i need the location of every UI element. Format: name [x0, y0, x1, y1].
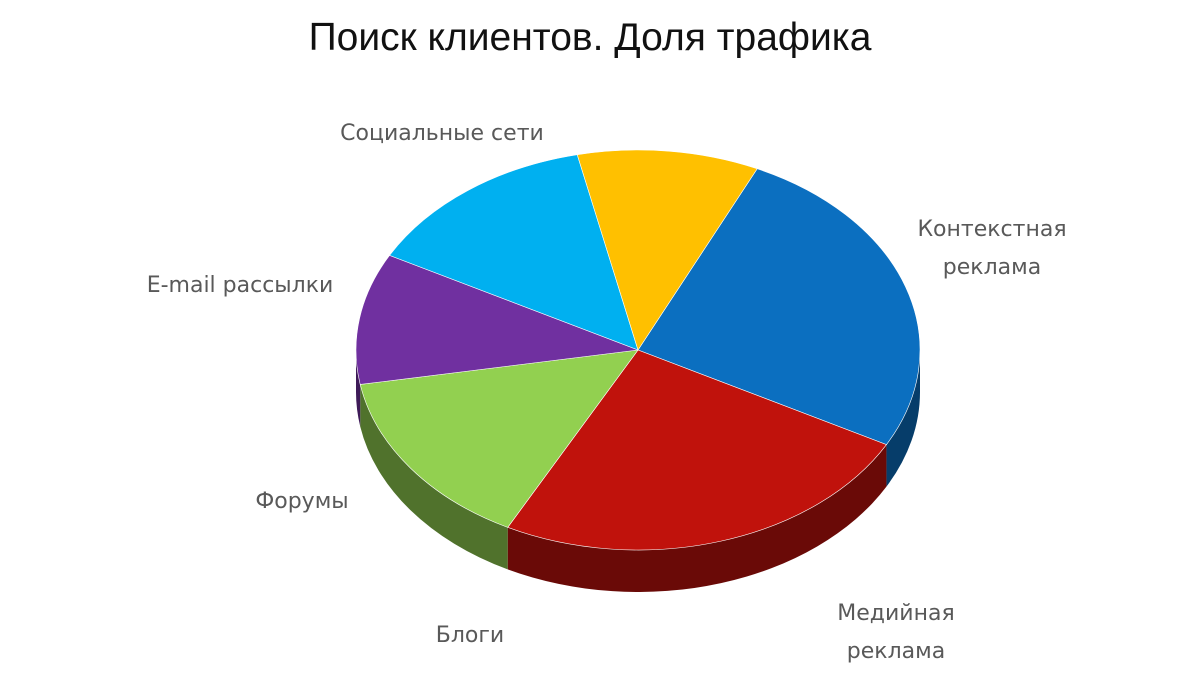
chart-title: Поиск клиентов. Доля трафика	[308, 16, 872, 59]
slice-label: Блоги	[436, 623, 504, 648]
slice-label: Медийная реклама	[837, 601, 954, 664]
pie-labels-layer: Контекстная реклама Медийная реклама Блоги Фо…	[147, 121, 1067, 664]
pie-slice	[359, 349, 639, 528]
pie-slices-layer	[355, 149, 921, 551]
pie-slice	[355, 255, 639, 385]
slice-label: Контекстная реклама	[917, 217, 1066, 280]
pie-slice-side	[507, 444, 887, 593]
slice-label: Форумы	[255, 489, 348, 514]
pie-slice-side	[360, 384, 508, 570]
pie-slice	[507, 349, 887, 551]
slice-label: Социальные сети	[340, 121, 544, 146]
pie-slice	[389, 154, 639, 351]
pie-slice	[576, 149, 758, 351]
slice-label: E-mail рассылки	[147, 273, 334, 298]
pie-slice	[637, 168, 921, 445]
